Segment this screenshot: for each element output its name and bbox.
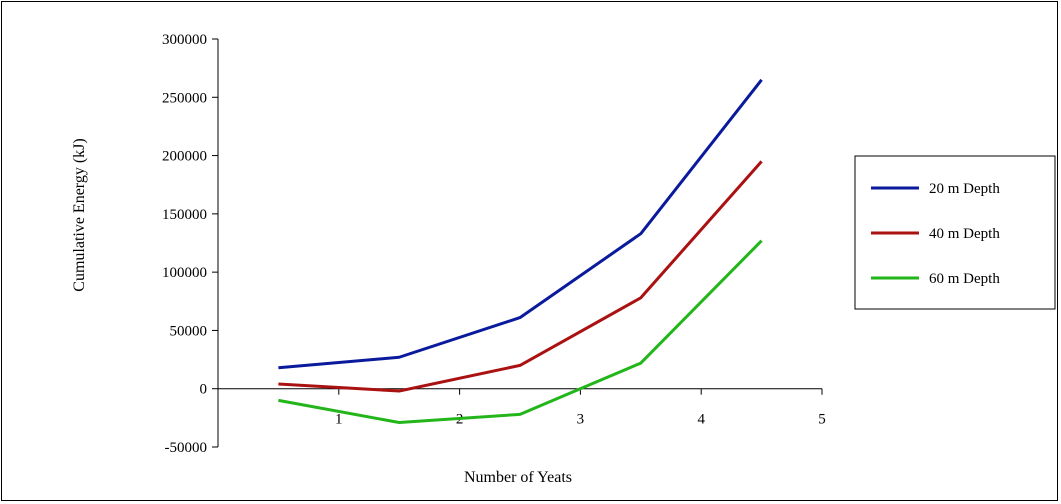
x-axis-label: Number of Yeats [464,469,572,486]
x-tick-label: 4 [697,412,705,428]
legend: 20 m Depth 40 m Depth 60 m Depth [854,155,1056,310]
y-axis-label: Cumulative Energy (kJ) [71,138,88,291]
y-tick-label: 100000 [162,265,207,281]
series-line-2 [278,160,763,393]
legend-label: 20 m Depth [929,181,1000,197]
y-tick-label: 250000 [162,90,207,106]
y-axis: 300000 250000 200000 150000 100000 50000 0 -500… [162,32,219,456]
y-tick-label: 50000 [170,323,208,339]
y-tick-label: 0 [200,382,208,398]
y-tick-label: 150000 [162,207,207,223]
legend-label: 60 m Depth [929,271,1000,287]
x-tick-label: 5 [818,412,826,428]
x-tick-label: 3 [577,412,585,428]
series-lines [278,78,763,425]
y-tick-label: 300000 [162,32,207,48]
legend-label: 40 m Depth [929,226,1000,242]
y-tick-label: 200000 [162,149,207,165]
y-tick-label: -50000 [165,440,208,456]
series-line-3 [278,239,763,425]
series-line-1 [278,78,763,370]
x-tick-label: 1 [335,412,343,428]
